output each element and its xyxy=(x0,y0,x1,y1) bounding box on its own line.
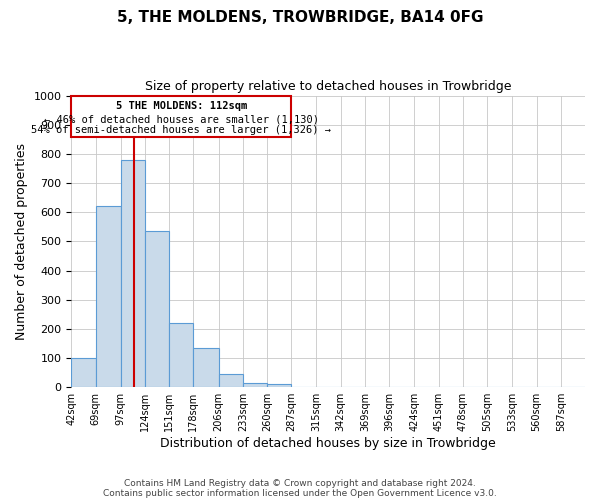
Title: Size of property relative to detached houses in Trowbridge: Size of property relative to detached ho… xyxy=(145,80,511,93)
Bar xyxy=(169,323,193,387)
Bar xyxy=(71,96,292,137)
Bar xyxy=(95,206,121,387)
X-axis label: Distribution of detached houses by size in Trowbridge: Distribution of detached houses by size … xyxy=(160,437,496,450)
Bar xyxy=(267,384,292,387)
Text: 5, THE MOLDENS, TROWBRIDGE, BA14 0FG: 5, THE MOLDENS, TROWBRIDGE, BA14 0FG xyxy=(117,10,483,25)
Bar xyxy=(243,383,267,387)
Text: ← 46% of detached houses are smaller (1,130): ← 46% of detached houses are smaller (1,… xyxy=(44,114,319,124)
Text: 54% of semi-detached houses are larger (1,326) →: 54% of semi-detached houses are larger (… xyxy=(31,126,331,136)
Bar xyxy=(193,348,218,387)
Text: 5 THE MOLDENS: 112sqm: 5 THE MOLDENS: 112sqm xyxy=(116,100,247,110)
Y-axis label: Number of detached properties: Number of detached properties xyxy=(15,143,28,340)
Bar xyxy=(71,358,95,387)
Bar xyxy=(121,160,145,387)
Bar xyxy=(145,231,169,387)
Bar xyxy=(218,374,243,387)
Text: Contains HM Land Registry data © Crown copyright and database right 2024.: Contains HM Land Registry data © Crown c… xyxy=(124,478,476,488)
Text: Contains public sector information licensed under the Open Government Licence v3: Contains public sector information licen… xyxy=(103,488,497,498)
